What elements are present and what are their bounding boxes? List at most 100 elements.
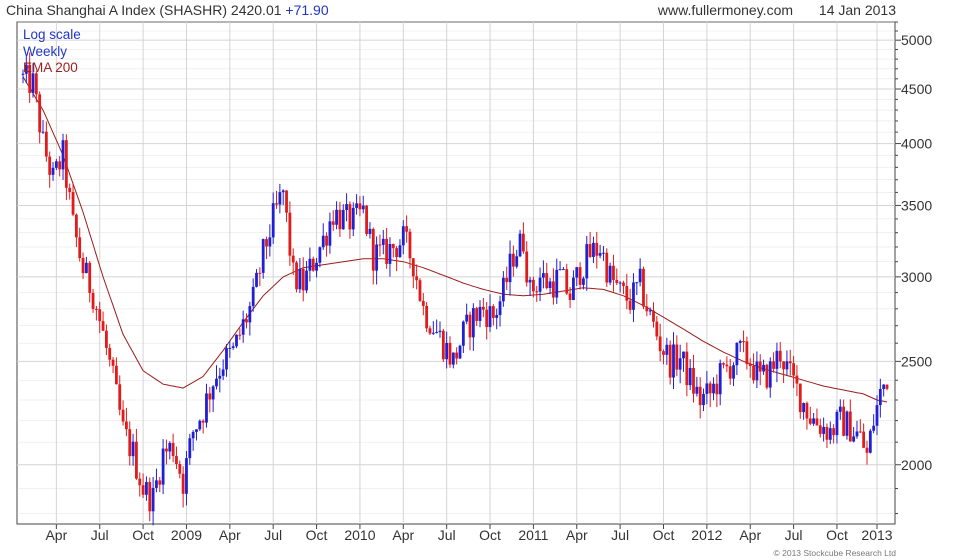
copyright-note: © 2013 Stockcube Research Ltd — [773, 548, 896, 558]
ema-line — [22, 76, 888, 403]
candle-body — [552, 281, 555, 298]
candle-body — [605, 252, 609, 283]
candle-body — [488, 306, 492, 328]
candle-body — [258, 272, 262, 274]
candle-body — [728, 366, 732, 379]
candle-body — [615, 279, 619, 284]
legend-period: Weekly — [23, 43, 68, 59]
candle-body — [331, 221, 335, 225]
candle-body — [118, 384, 122, 410]
candle-body — [155, 480, 158, 488]
candle-body — [225, 348, 228, 370]
candle-body — [431, 332, 435, 334]
candle-body — [872, 425, 876, 431]
candle-body — [441, 330, 445, 360]
chart-header-left: China Shanghai A Index (SHASHR) 2420.01 … — [6, 2, 329, 18]
candle-body — [788, 361, 792, 364]
candle-body — [832, 428, 836, 436]
candle-body — [688, 368, 692, 386]
candle-body — [31, 73, 35, 93]
x-tick-label: Jul — [264, 527, 282, 543]
candle-body — [341, 210, 345, 230]
candle-body — [712, 383, 715, 394]
candle-body — [555, 269, 559, 298]
candle-body — [568, 293, 572, 301]
candle-body — [335, 209, 338, 225]
candle-body — [542, 273, 545, 278]
chart-legend: Log scale Weekly EMA 200 — [23, 27, 81, 77]
candle-body — [388, 244, 392, 264]
candle-body — [385, 238, 389, 264]
candle-body — [702, 393, 705, 406]
candle-body — [215, 378, 218, 387]
candle-body — [428, 328, 432, 334]
x-axis: Apr Jul Oct 2009 Apr Jul Oct 2010 Apr Jul Oct 2011 A… — [45, 524, 893, 543]
candle-body — [752, 365, 755, 381]
candle-body — [652, 310, 655, 322]
candle-body — [748, 364, 752, 366]
candle-body — [775, 350, 779, 369]
candle-body — [418, 280, 422, 301]
x-tick-label: Oct — [306, 527, 328, 543]
candle-body — [305, 270, 308, 291]
candle-body — [715, 383, 719, 395]
x-tick-label: 2009 — [171, 527, 202, 543]
candle-body — [868, 430, 872, 453]
candle-body — [158, 480, 162, 485]
candle-body — [151, 487, 155, 512]
candle-body — [235, 334, 238, 347]
candle-body — [291, 255, 295, 263]
candle-body — [848, 411, 852, 442]
candle-body — [622, 282, 625, 286]
x-tick-label: Jul — [438, 527, 456, 543]
candle-body — [818, 425, 822, 434]
candle-body — [678, 358, 682, 370]
candle-body — [261, 239, 265, 273]
candle-body — [74, 214, 78, 238]
candle-body — [64, 140, 68, 188]
candle-body — [445, 342, 449, 360]
site-link[interactable]: www.fullermoney.com — [657, 2, 794, 18]
ema-layer — [22, 76, 888, 403]
candle-body — [485, 309, 489, 328]
candle-body — [338, 209, 342, 230]
candle-body — [808, 418, 812, 424]
candle-body — [885, 384, 889, 389]
candle-body — [98, 309, 102, 322]
candle-body — [38, 94, 42, 133]
candle-body — [675, 344, 679, 370]
candle-body — [84, 262, 88, 274]
candle-body — [405, 226, 409, 232]
candle-body — [295, 262, 298, 290]
y-axis: 2000 2500 3000 3500 4000 4500 5000 — [895, 21, 932, 515]
candle-body — [508, 253, 512, 283]
candle-body — [81, 257, 85, 274]
candle-body — [785, 361, 789, 370]
candle-body — [835, 411, 839, 436]
candle-body — [348, 204, 352, 230]
candle-body — [448, 342, 452, 365]
candle-body — [54, 161, 58, 168]
candle-body — [802, 403, 806, 413]
candle-body — [725, 364, 729, 367]
candle-body — [765, 364, 769, 388]
candle-body — [21, 73, 25, 75]
candle-body — [111, 359, 115, 366]
candle-body — [525, 251, 529, 283]
candle-body — [238, 334, 242, 336]
candle-body — [41, 131, 45, 133]
candle-body — [812, 418, 816, 424]
legend-ema: EMA 200 — [23, 60, 78, 75]
candle-body — [228, 347, 232, 349]
candle-body — [805, 403, 809, 419]
candle-body — [191, 431, 195, 439]
candle-body — [838, 406, 842, 412]
candle-body — [145, 482, 148, 495]
candle-body — [535, 291, 539, 293]
candle-body — [278, 192, 282, 205]
candle-body — [511, 253, 515, 267]
candle-body — [271, 203, 275, 238]
candle-body — [845, 411, 849, 436]
candle-body — [381, 238, 385, 245]
candle-body — [378, 244, 382, 246]
